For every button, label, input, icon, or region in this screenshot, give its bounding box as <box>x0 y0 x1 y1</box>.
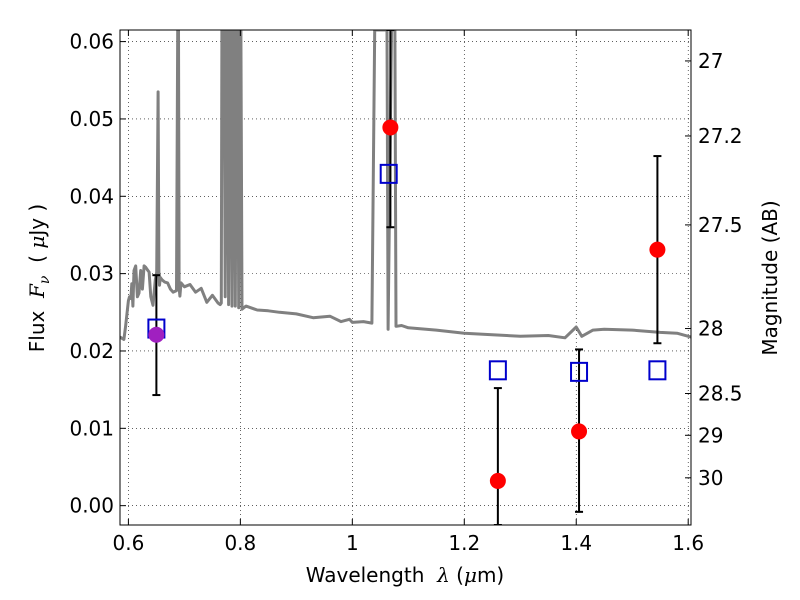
axis-ticks <box>120 30 691 525</box>
x-tick-label: 0.8 <box>224 531 256 555</box>
x-tick-label: 0.6 <box>112 531 144 555</box>
y-tick-label: 0.05 <box>69 107 114 131</box>
x-tick-labels: 0.6 0.8 1 1.2 1.4 1.6 <box>112 531 704 555</box>
model-photometry-point <box>570 361 589 382</box>
observed-flux-point <box>148 326 165 343</box>
y2-tick-label: 29 <box>698 423 723 447</box>
y2-tick-label: 27.2 <box>698 124 743 148</box>
model-spectrum-line <box>120 30 691 341</box>
y-tick-label: 0.02 <box>69 339 114 363</box>
y2-tick-label: 27 <box>698 49 723 73</box>
plot-area <box>120 30 691 525</box>
y-tick-label: 0.04 <box>69 184 114 208</box>
observed-flux-point <box>382 119 399 136</box>
model-photometry-point <box>379 163 398 184</box>
y-tick-label: 0.03 <box>69 262 114 286</box>
y-tick-label: 0.01 <box>69 416 114 440</box>
y2-axis-label: Magnitude (AB) <box>758 200 782 355</box>
y2-tick-labels: 27 27.2 27.5 28 28.5 29 30 <box>698 49 743 490</box>
x-axis-label: Wavelength λ (μm) <box>306 563 505 587</box>
y2-tick-label: 27.5 <box>698 213 743 237</box>
x-tick-label: 1 <box>346 531 359 555</box>
y-tick-labels: 0.00 0.01 0.02 0.03 0.04 0.05 0.06 <box>69 30 114 518</box>
observed-flux-point <box>571 423 588 440</box>
model-photometry-point <box>648 360 667 381</box>
x-tick-label: 1.2 <box>448 531 480 555</box>
observed-flux-point <box>649 241 666 258</box>
grid <box>120 30 691 525</box>
model-photometry-point <box>488 360 507 381</box>
y-tick-label: 0.06 <box>69 30 114 54</box>
y2-tick-label: 30 <box>698 466 723 490</box>
observed-flux-markers <box>148 119 666 489</box>
observed-flux-point <box>489 472 506 489</box>
plot-frame <box>119 29 692 526</box>
x-tick-label: 1.4 <box>560 531 592 555</box>
y2-tick-label: 28.5 <box>698 382 743 406</box>
y2-tick-label: 28 <box>698 317 723 341</box>
x-tick-label: 1.6 <box>672 531 704 555</box>
y-tick-label: 0.00 <box>69 494 114 518</box>
y-axis-label: Flux Fν ( μJy ) <box>25 204 53 352</box>
